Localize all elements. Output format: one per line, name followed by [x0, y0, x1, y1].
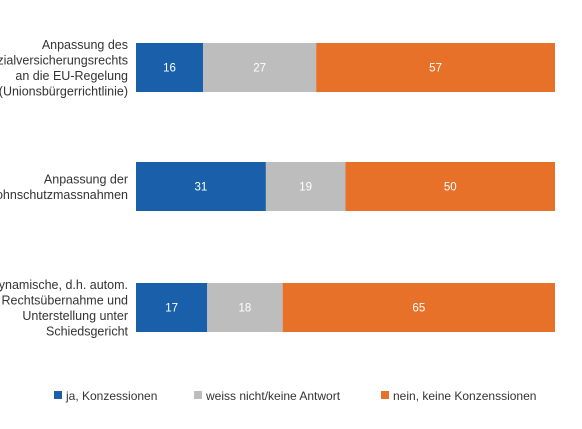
bar-segment	[207, 283, 283, 332]
data-label: 65	[412, 303, 425, 315]
category-label-line: dynamische, d.h. autom.	[0, 278, 128, 292]
data-label: 57	[429, 63, 442, 75]
category-label: Anpassung desSozialversicherungsrechts an…	[0, 38, 128, 99]
data-label: 50	[444, 182, 457, 194]
bars: 16 27 57 31 19 50 17 18 65	[136, 43, 555, 332]
category-label-line: Sozialversicherungsrechts	[0, 53, 128, 67]
data-label: 19	[299, 182, 312, 194]
category-label-line: Anpassung des	[42, 38, 128, 52]
data-label: 27	[253, 63, 266, 75]
legend-label: weiss nicht/keine Antwort	[205, 389, 341, 403]
category-label-line: Schiedsgericht	[46, 324, 129, 338]
legend-label: ja, Konzessionen	[65, 389, 157, 403]
category-label-line: Unterstellung unter	[22, 309, 128, 323]
legend-swatch	[54, 391, 62, 399]
data-label: 17	[165, 303, 178, 315]
bar-segment	[136, 162, 266, 211]
bar-segment	[316, 43, 555, 92]
category-label-line: (Unionsbürgerrichtlinie)	[0, 84, 128, 98]
bar-segment	[136, 43, 204, 92]
bar-segment	[265, 162, 346, 211]
legend: ja, Konzessionen weiss nicht/keine Antwor…	[54, 389, 536, 403]
category-label-line: an die EU-Regelung	[15, 69, 128, 83]
legend-swatch	[194, 391, 202, 399]
category-label: dynamische, d.h. autom. Rechtsübernahme u…	[0, 278, 129, 339]
category-labels: Anpassung desSozialversicherungsrechts an…	[0, 38, 129, 339]
bar-segment	[282, 283, 555, 332]
category-label-line: Lohnschutzmassnahmen	[0, 188, 128, 202]
data-label: 31	[195, 182, 208, 194]
data-label: 18	[239, 303, 252, 315]
bar-segment	[345, 162, 555, 211]
category-label-line: Rechtsübernahme und	[2, 293, 129, 307]
legend-swatch	[381, 391, 389, 399]
category-label: Anpassung der Lohnschutzmassnahmen	[0, 172, 128, 202]
data-label: 16	[163, 63, 176, 75]
bar-segment	[136, 283, 208, 332]
category-label-line: Anpassung der	[44, 172, 128, 186]
bar-segment	[203, 43, 317, 92]
legend-label: nein, keine Konzenssionen	[393, 389, 536, 403]
